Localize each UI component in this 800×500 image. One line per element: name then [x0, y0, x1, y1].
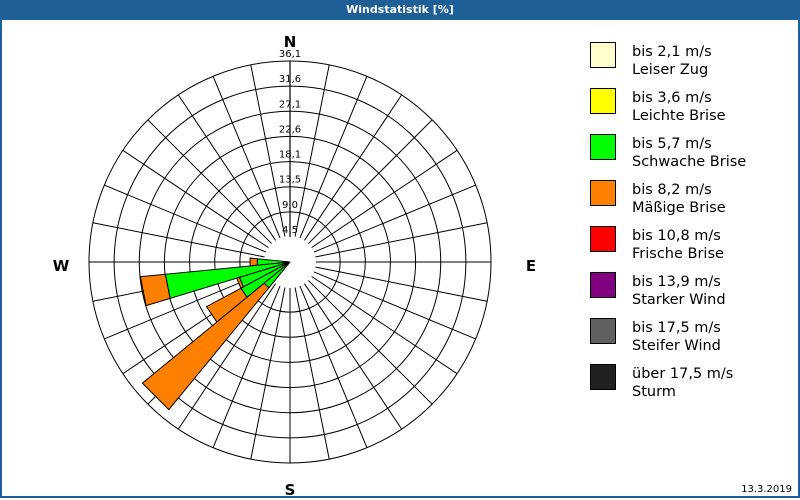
compass-N: N [284, 33, 297, 51]
grid-spoke [299, 76, 368, 240]
grid-spoke [307, 119, 433, 245]
grid-spoke [92, 222, 266, 258]
ring-label: 31,6 [279, 74, 301, 85]
grid-spoke [310, 275, 458, 375]
legend-swatch [590, 226, 616, 252]
ring-label: 18,1 [279, 150, 301, 161]
legend-swatch [590, 318, 616, 344]
grid-spoke [303, 94, 403, 242]
legend-label: bis 5,7 m/s Schwache Brise [632, 136, 747, 170]
grid-spoke [177, 94, 277, 242]
grid-spoke [250, 64, 286, 238]
grid-spoke [250, 286, 286, 460]
compass-S: S [285, 481, 296, 499]
legend-label: bis 17,5 m/s Steifer Wind [632, 320, 721, 354]
compass-E: E [526, 257, 536, 275]
ring-label: 9,0 [282, 200, 298, 211]
grid-spoke [212, 284, 281, 448]
legend-swatch [590, 364, 616, 390]
legend-label: bis 3,6 m/s Leichte Brise [632, 90, 726, 124]
grid-spoke [303, 282, 403, 430]
grid-spoke [122, 149, 270, 249]
ring-label: 27,1 [279, 99, 301, 110]
grid-spoke [299, 284, 368, 448]
grid-spoke [212, 76, 281, 240]
petal-segment [139, 273, 171, 307]
compass-W: W [53, 257, 70, 275]
legend-label: bis 2,1 m/s Leiser Zug [632, 44, 712, 78]
grid-spoke [310, 149, 458, 249]
ring-label: 4,5 [282, 225, 298, 236]
legend-label: über 17,5 m/s Sturm [632, 366, 734, 400]
petal-segment [141, 282, 270, 411]
grid-spoke [314, 266, 488, 302]
ring-label: 36,1 [279, 49, 301, 60]
legend-label: bis 10,8 m/s Frische Brise [632, 228, 724, 262]
ring-label: 22,6 [279, 124, 301, 135]
legend-label: bis 13,9 m/s Starker Wind [632, 274, 726, 308]
grid-spoke [104, 184, 268, 253]
grid-spoke [147, 119, 273, 245]
legend-swatch [590, 134, 616, 160]
legend-swatch [590, 272, 616, 298]
grid-spoke [177, 282, 277, 430]
grid-spoke [312, 271, 476, 340]
grid-spoke [294, 286, 330, 460]
date-label: 13.3.2019 [741, 484, 792, 495]
grid-spoke [294, 64, 330, 238]
grid-spoke [312, 184, 476, 253]
legend-swatch [590, 88, 616, 114]
grid-spoke [307, 279, 433, 405]
ring-label: 13,5 [279, 175, 301, 186]
legend-label: bis 8,2 m/s Mäßige Brise [632, 182, 726, 216]
window-title: Windstatistik [%] [0, 0, 800, 20]
legend-swatch [590, 42, 616, 68]
legend-swatch [590, 180, 616, 206]
grid-spoke [314, 222, 488, 258]
